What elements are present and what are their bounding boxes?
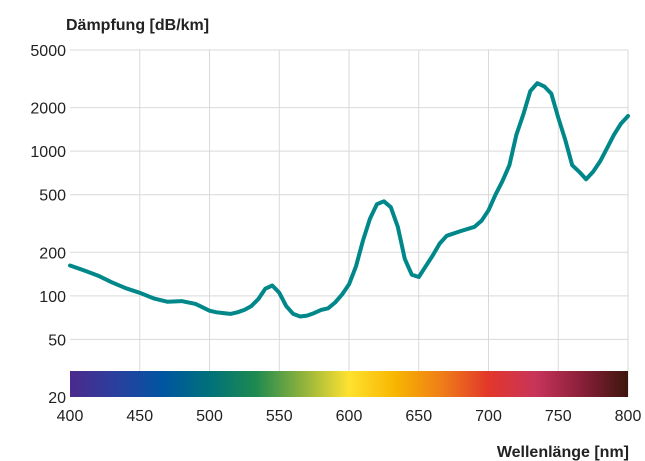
attenuation-series-line <box>68 81 630 319</box>
x-tick-label: 450 <box>126 408 153 425</box>
x-axis-ticks: 400 450 500 550 600 650 700 750 800 <box>57 408 642 425</box>
y-axis-ticks: 20 50 100 200 500 1000 2000 5000 <box>30 43 66 407</box>
y-tick-label: 2000 <box>30 101 66 118</box>
x-tick-label: 700 <box>475 408 502 425</box>
x-tick-label: 750 <box>545 408 572 425</box>
y-tick-label: 50 <box>48 332 66 349</box>
x-tick-label: 500 <box>196 408 223 425</box>
x-axis-title: Wellenlänge [nm] <box>497 444 629 461</box>
spectrum-color-bar <box>70 371 628 397</box>
x-tick-label: 800 <box>615 408 642 425</box>
x-tick-label: 650 <box>405 408 432 425</box>
x-tick-label: 400 <box>57 408 84 425</box>
y-tick-label: 500 <box>39 188 66 205</box>
grid <box>70 49 629 397</box>
y-tick-label: 1000 <box>30 144 66 161</box>
x-tick-label: 600 <box>336 408 363 425</box>
y-axis-title: Dämpfung [dB/km] <box>66 17 209 34</box>
y-tick-label: 200 <box>39 245 66 262</box>
y-tick-label: 100 <box>39 289 66 306</box>
x-tick-label: 550 <box>266 408 293 425</box>
y-tick-label: 5000 <box>30 43 66 60</box>
y-tick-label: 20 <box>48 390 66 407</box>
